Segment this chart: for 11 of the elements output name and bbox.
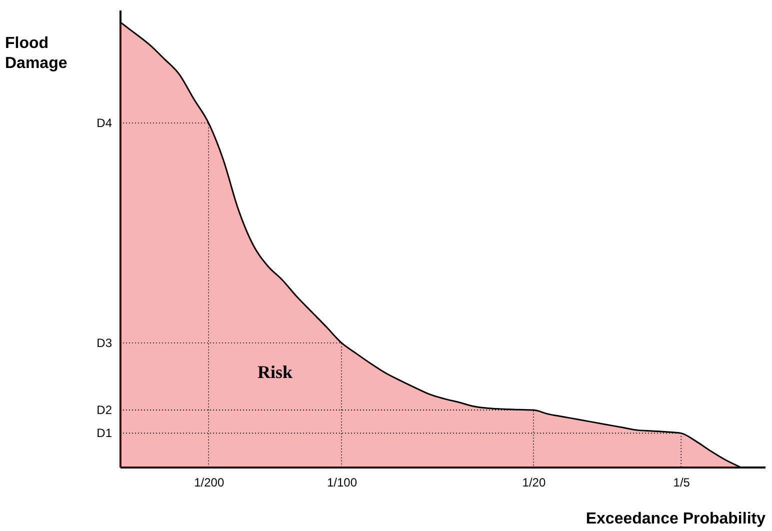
x-axis-title: Exceedance Probability (586, 510, 766, 528)
x-tick-label: 1/20 (522, 476, 546, 490)
ref-line-label: D3 (96, 336, 112, 350)
ref-line-label: D4 (96, 116, 112, 130)
annotation: Risk (257, 362, 293, 382)
ref-line-label: D2 (96, 403, 112, 418)
x-tick-label: 1/100 (326, 476, 358, 490)
x-tick-label: 1/5 (673, 476, 690, 490)
y-axis-title: Flood Damage (5, 35, 68, 72)
x-tick-label: 1/200 (194, 476, 224, 490)
ref-line-label: D1 (96, 426, 112, 440)
